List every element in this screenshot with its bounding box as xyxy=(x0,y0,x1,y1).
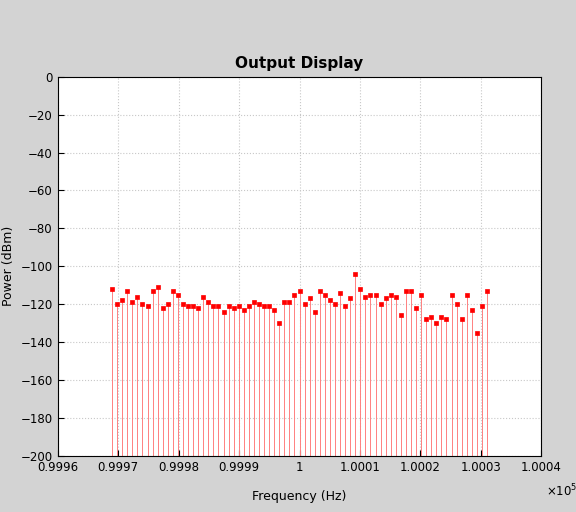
X-axis label: Frequency (Hz): Frequency (Hz) xyxy=(252,490,347,503)
Y-axis label: Power (dBm): Power (dBm) xyxy=(2,226,15,306)
Title: Output Display: Output Display xyxy=(236,56,363,72)
Text: $\times10^5$: $\times10^5$ xyxy=(546,482,576,499)
